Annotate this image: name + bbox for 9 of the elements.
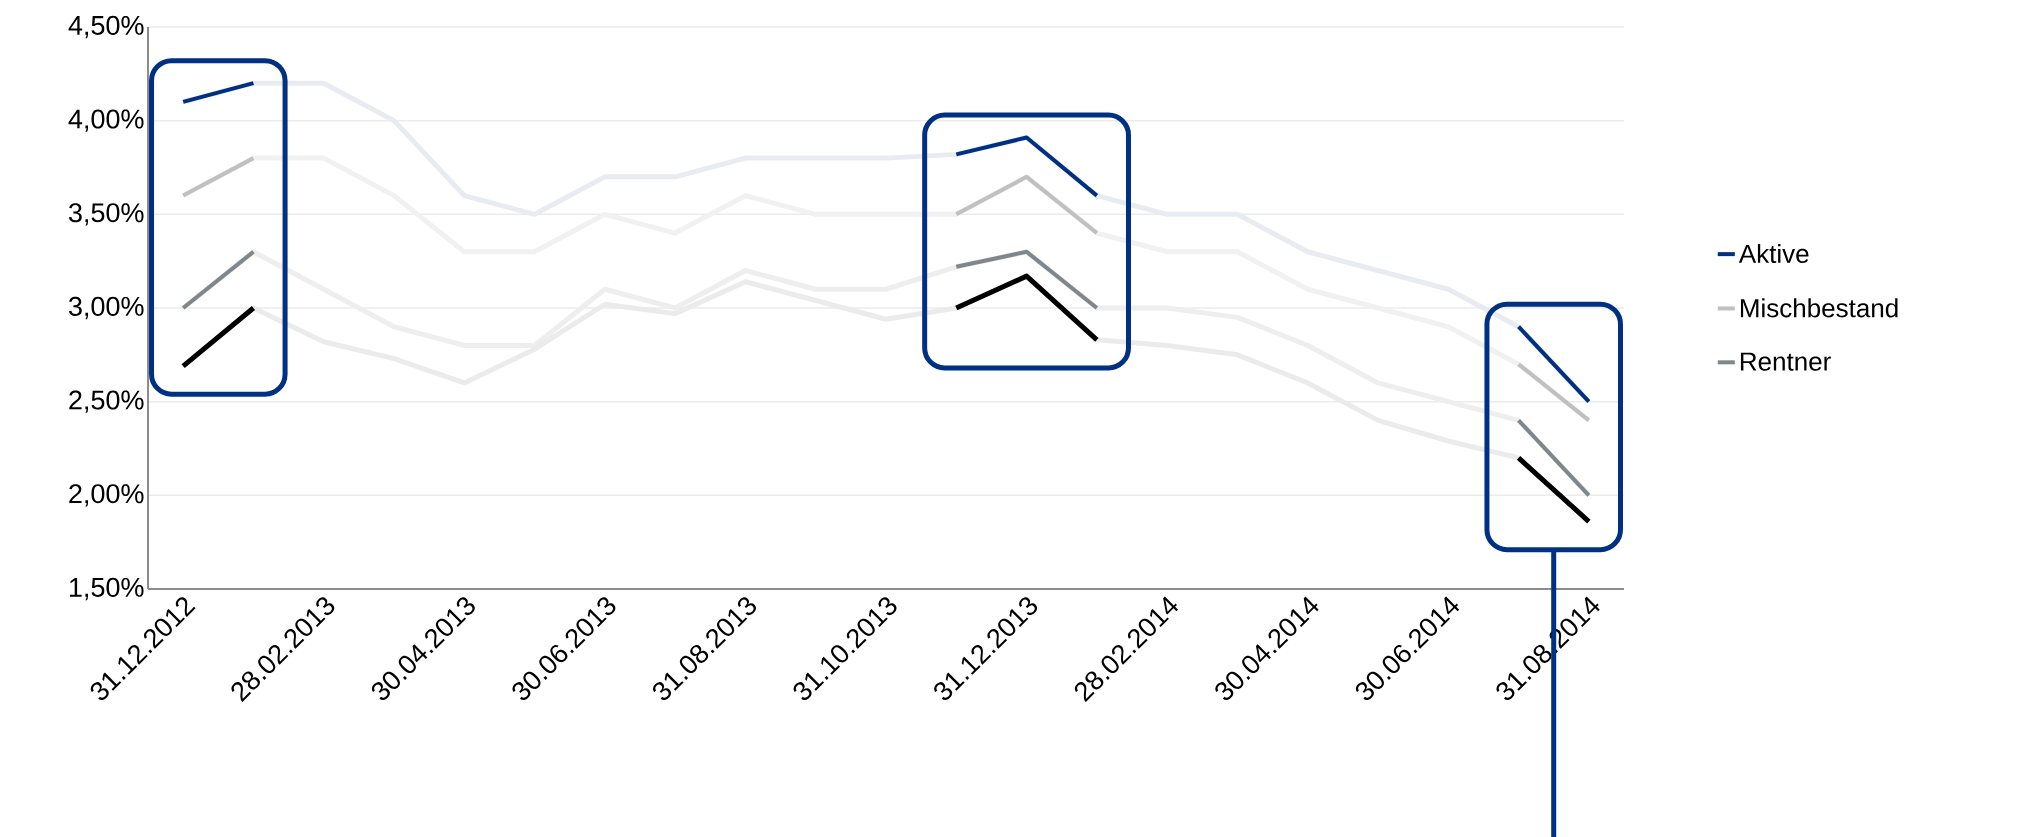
y-tick-label: 4,00%	[68, 109, 144, 132]
y-tick-label: 4,50%	[68, 15, 144, 39]
y-tick-label: 3,50%	[68, 203, 144, 226]
legend-label: Aktive	[1738, 243, 1809, 264]
y-tick-label: 2,50%	[69, 390, 144, 413]
y-tick-label: 2,00%	[69, 484, 144, 507]
legend-label: Rentner	[1740, 352, 1831, 371]
y-tick-label: 3,00%	[68, 296, 144, 320]
legend-label: Mischbestand	[1740, 298, 1898, 318]
